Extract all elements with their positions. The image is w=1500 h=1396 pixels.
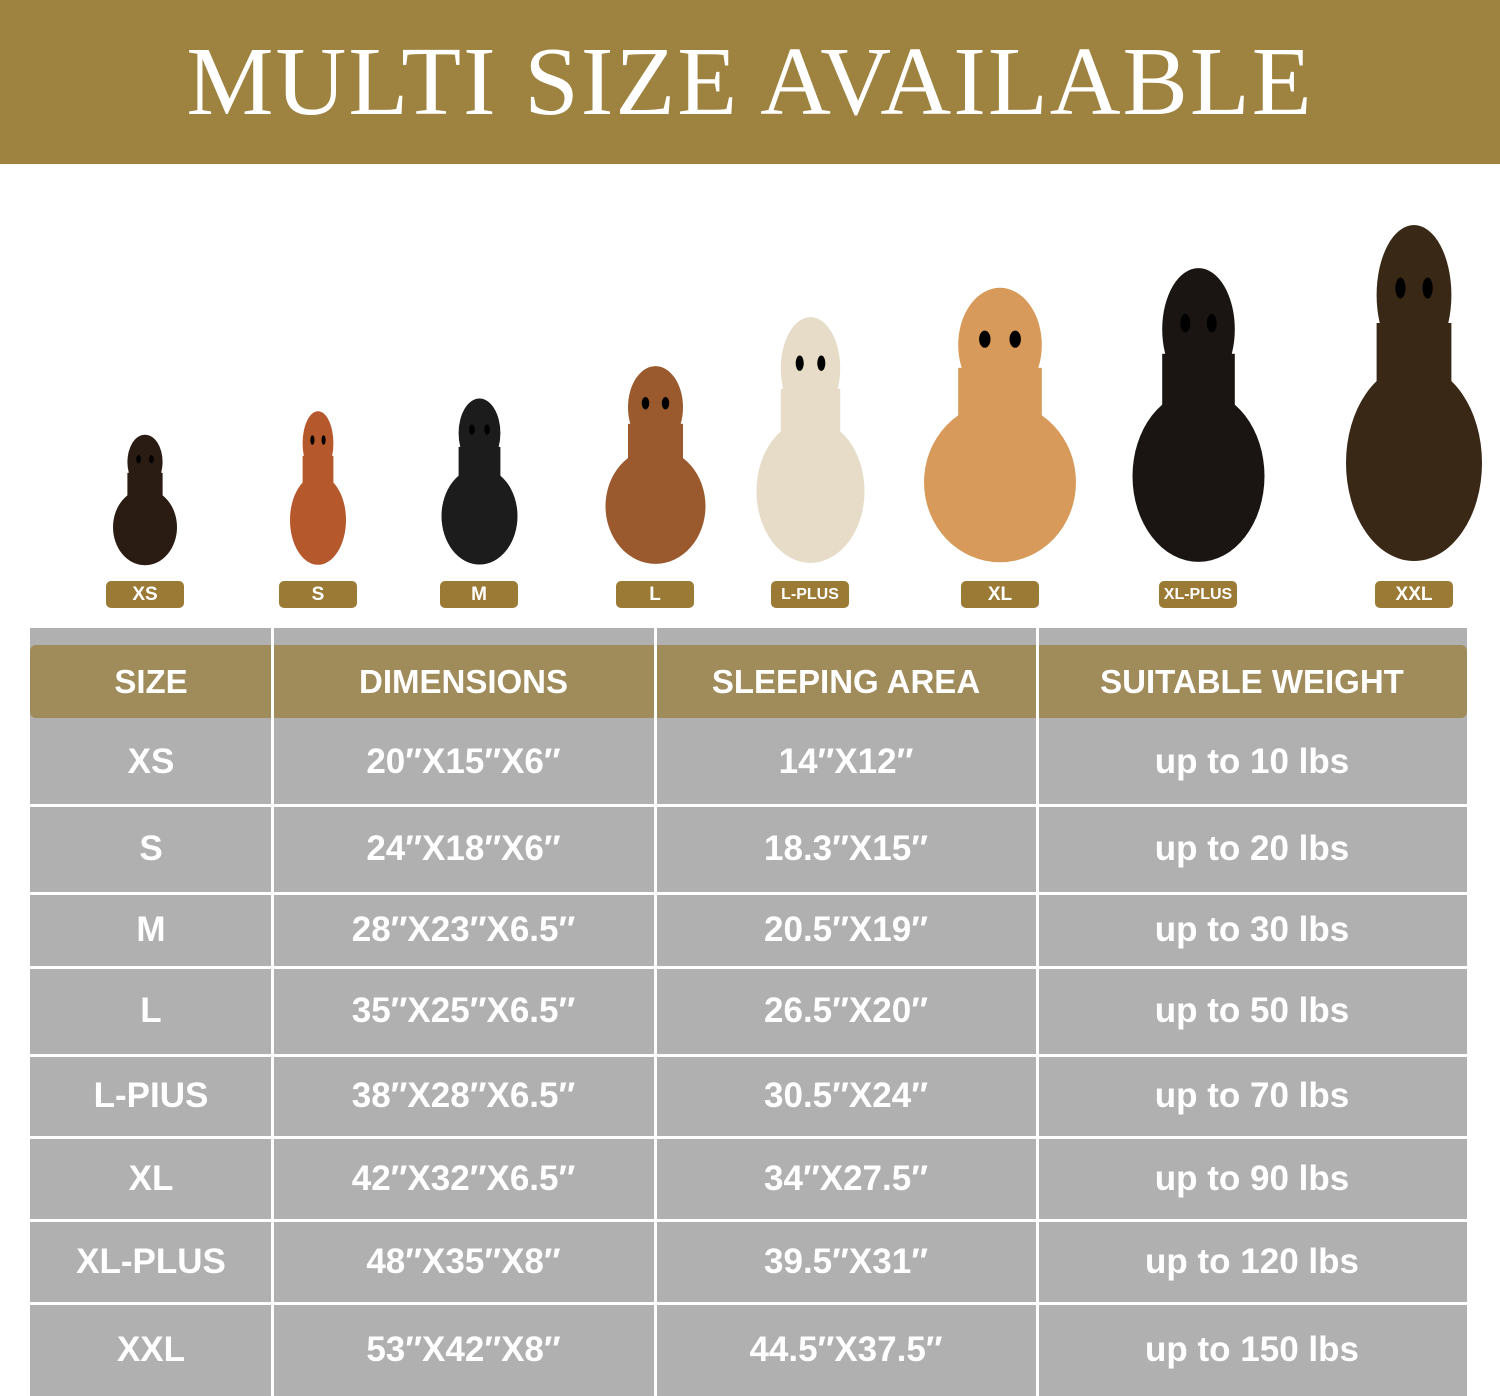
table-cell: XL — [128, 1158, 174, 1198]
size-label-pill: XL — [961, 581, 1039, 608]
table-cell: 39.5″X31″ — [764, 1241, 928, 1281]
row-divider — [30, 1054, 1467, 1057]
column-divider — [654, 628, 657, 1396]
table-cell: 38″X28″X6.5″ — [351, 1076, 576, 1115]
column-header: SUITABLE WEIGHT — [1100, 662, 1404, 700]
column-header: DIMENSIONS — [358, 662, 569, 700]
row-divider — [30, 804, 1467, 807]
table-cell: up to 30 lbs — [1154, 910, 1350, 949]
golden-retriever-cream-icon — [756, 317, 864, 563]
size-label-pill: XS — [106, 581, 184, 608]
column-divider — [1036, 628, 1039, 1396]
table-cell: 53″X42″X8″ — [366, 1329, 561, 1369]
table-cell: up to 120 lbs — [1145, 1241, 1359, 1281]
title-banner: MULTI SIZE AVAILABLE — [0, 0, 1500, 164]
table-cell: 44.5″X37.5″ — [749, 1329, 943, 1369]
table-cell: 28″X23″X6.5″ — [351, 910, 576, 949]
table-cell: up to 150 lbs — [1145, 1329, 1359, 1369]
table-cell: 14″X12″ — [778, 741, 914, 781]
size-chart-table: SIZE DIMENSIONS SLEEPING AREA SUITABLE WEIG… — [30, 628, 1467, 1396]
column-header: SIZE — [114, 662, 188, 700]
table-cell: up to 90 lbs — [1154, 1158, 1350, 1198]
golden-retriever-icon — [924, 287, 1076, 563]
table-cell: up to 20 lbs — [1154, 829, 1350, 868]
table-cell: 20″X15″X6″ — [366, 741, 561, 781]
row-divider — [30, 1219, 1467, 1222]
table-cell: 26.5″X20″ — [764, 991, 928, 1030]
column-header: SLEEPING AREA — [711, 662, 981, 700]
table-cell: up to 10 lbs — [1154, 741, 1350, 781]
size-label-pill: M — [440, 581, 518, 608]
table-cell: 34″X27.5″ — [764, 1158, 928, 1198]
row-divider — [30, 966, 1467, 969]
table-header — [30, 645, 1467, 718]
table-cell: 35″X25″X6.5″ — [351, 991, 576, 1030]
size-label-pill: S — [279, 581, 357, 608]
page-title: MULTI SIZE AVAILABLE — [186, 28, 1314, 136]
table-cell: 18.3″X15″ — [764, 829, 928, 868]
table-cell: XXL — [116, 1329, 186, 1369]
size-label-pill: L — [616, 581, 694, 608]
table-cell: L-PIUS — [93, 1076, 209, 1115]
table-cell: 48″X35″X8″ — [366, 1241, 561, 1281]
size-label-pill: L-PLUS — [771, 581, 849, 608]
table-cell: up to 50 lbs — [1154, 991, 1350, 1030]
dachshund-icon — [113, 434, 177, 566]
table-cell: 30.5″X24″ — [764, 1076, 928, 1115]
table-cell: L — [140, 991, 162, 1030]
table-cell: up to 70 lbs — [1154, 1076, 1350, 1115]
table-cell: M — [136, 910, 166, 949]
column-divider — [271, 628, 274, 1396]
table-cell: XS — [127, 741, 175, 781]
table-cell: S — [139, 829, 163, 868]
table-cell: 20.5″X19″ — [764, 910, 928, 949]
poodle-icon — [290, 411, 346, 565]
size-label-pill: XXL — [1375, 581, 1453, 608]
size-label-pill: XL-PLUS — [1159, 581, 1237, 608]
french-bulldog-icon — [441, 398, 517, 565]
table-cell: XL-PLUS — [76, 1241, 226, 1281]
doberman-icon — [1132, 268, 1264, 562]
row-divider — [30, 1136, 1467, 1139]
row-divider — [30, 1302, 1467, 1305]
table-cell: 24″X18″X6″ — [366, 829, 561, 868]
german-shepherd-icon — [1346, 225, 1482, 561]
beagle-icon — [605, 366, 705, 564]
row-divider — [30, 892, 1467, 895]
table-cell: 42″X32″X6.5″ — [351, 1158, 576, 1198]
